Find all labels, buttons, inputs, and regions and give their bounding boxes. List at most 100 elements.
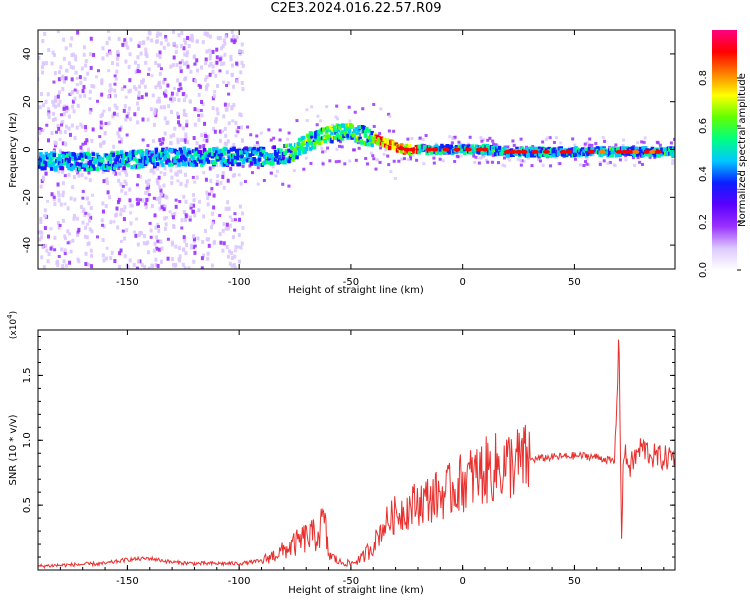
spectrogram-cell [303, 149, 307, 154]
spectrogram-cell [108, 107, 112, 112]
spectrogram-cell [176, 137, 180, 142]
spectrogram-cell [157, 96, 161, 101]
spectrogram-cell [124, 191, 128, 196]
spectrogram-cell [210, 154, 215, 159]
spectrogram-cell [61, 141, 65, 146]
spectrogram-cell [91, 152, 95, 157]
spectrogram-cell [546, 153, 550, 158]
spectrogram-cell [43, 31, 47, 36]
spectrogram-cell [292, 169, 296, 173]
spectrogram-cell [111, 61, 115, 66]
spectrogram-cell [173, 212, 177, 217]
spectrogram-cell [191, 209, 195, 214]
spectrogram-cell [453, 135, 457, 139]
spectrogram-cell [417, 150, 421, 155]
spectrogram-cell [211, 69, 215, 74]
spectrogram-cell [192, 198, 196, 203]
spectrogram-cell [149, 228, 153, 233]
spectrogram-cell [411, 153, 415, 157]
spectrogram-cell [183, 52, 187, 57]
spectrogram-cell [84, 176, 88, 180]
spectrogram-cell [86, 71, 90, 76]
spectrogram-cell [482, 138, 486, 142]
spectrogram-cell [72, 216, 76, 221]
spectrogram-cell [57, 103, 61, 108]
spectrogram-cell [101, 201, 105, 206]
spectrogram-cell [124, 117, 128, 122]
spectrogram-cell [610, 153, 614, 158]
spectrogram-cell [159, 259, 163, 264]
spectrogram-cell [229, 166, 233, 171]
spectrogram-cell [125, 172, 129, 177]
spectrogram-cell [241, 211, 245, 216]
spectrogram-cell [65, 105, 69, 110]
spectrogram-cell [526, 156, 530, 160]
spectrogram-cell [334, 160, 338, 164]
spectrogram-cell [239, 245, 243, 250]
spectrogram-cell [241, 87, 245, 92]
spectrogram-cell [139, 51, 143, 56]
spectrogram-cell [235, 35, 239, 40]
spectrogram-cell [77, 259, 81, 264]
spectrogram-cell [100, 158, 105, 163]
spectrogram-cell [135, 217, 139, 221]
spectrogram-cell [573, 157, 577, 161]
spectrogram-cell [218, 156, 223, 161]
spectrogram-cell [84, 63, 88, 68]
spectrogram-cell [193, 107, 197, 112]
spectrogram-cell [163, 166, 167, 171]
spectrogram-cell [171, 63, 175, 68]
spectrogram-cell [488, 136, 492, 140]
spectrogram-cell [104, 122, 108, 126]
spectrogram-cell [475, 144, 479, 149]
spectrogram-cell [62, 259, 66, 264]
spectrogram-cell [522, 159, 526, 163]
spectrogram-cell [210, 211, 214, 216]
spectrogram-cell [72, 213, 76, 218]
spectrogram-cell [320, 140, 325, 145]
spectrogram-cell [471, 151, 475, 155]
spectrogram-cell [59, 202, 63, 207]
spectrogram-cell [134, 150, 138, 155]
spectrogram-cell [281, 182, 285, 186]
spectrogram-cell [213, 153, 218, 158]
spectrogram-cell [82, 207, 86, 212]
spectrogram-cell [159, 153, 164, 158]
spectrogram-cell [134, 233, 138, 238]
spectrogram-cell [184, 251, 188, 256]
spectrogram-cell [49, 246, 53, 251]
spectrogram-cell [214, 147, 219, 152]
spectrogram-cell [335, 104, 339, 108]
spectrogram-cell [101, 169, 105, 174]
spectrogram-cell [236, 130, 240, 134]
spectrogram-cell [159, 239, 163, 244]
spectrogram-cell [51, 50, 55, 55]
spectrogram-cell [88, 97, 92, 101]
spectrogram-cell [150, 38, 154, 43]
spectrogram-cell [113, 213, 117, 218]
spectrogram-cell [631, 156, 635, 160]
spectrogram-cell [99, 162, 104, 167]
spectrogram-cell [468, 135, 472, 139]
spectrogram-cell [148, 221, 152, 225]
spectrogram-cell [89, 65, 93, 70]
spectrogram-cell [321, 150, 325, 154]
spectrogram-cell [194, 79, 198, 84]
spectrogram-cell [539, 153, 543, 158]
spectrogram-cell [117, 37, 121, 42]
spectrogram-cell [219, 240, 223, 245]
spectrogram-cell [328, 125, 333, 130]
spectrogram-cell [248, 158, 252, 163]
spectrogram-cell [167, 104, 171, 109]
colorbar-tick-label: 0.2 [698, 214, 709, 230]
spectrogram-cell [544, 138, 548, 142]
spectrogram-cell [163, 77, 167, 81]
spectrogram-cell [122, 209, 126, 213]
colorbar-tick-label: 0.4 [698, 166, 709, 182]
spectrogram-cell [63, 234, 67, 239]
spectrogram-cell [105, 246, 109, 250]
spectrogram-cell [267, 128, 271, 132]
spectrogram-cell [56, 221, 60, 226]
spectrogram-cell [76, 153, 81, 158]
spectrogram-cell [295, 119, 299, 123]
